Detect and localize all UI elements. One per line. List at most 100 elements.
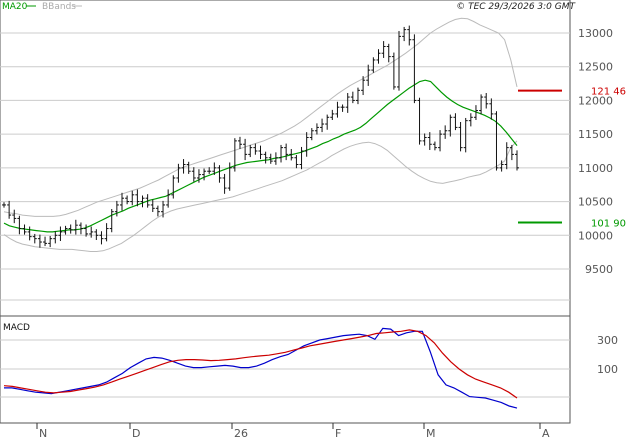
- price-bar: [212, 162, 217, 175]
- price-bar: [73, 219, 78, 235]
- price-bar: [140, 195, 145, 208]
- ma20-layer: [3, 79, 518, 233]
- price-y-tick-label: 12500: [578, 61, 613, 74]
- price-bar: [479, 94, 484, 115]
- price-bar: [155, 205, 160, 217]
- price-bar: [58, 226, 63, 242]
- price-bar: [202, 168, 207, 181]
- bollinger-bands: [3, 17, 518, 252]
- price-bar: [78, 222, 83, 235]
- price-bar: [314, 123, 319, 135]
- price-bar: [371, 57, 376, 73]
- price-bar: [99, 231, 104, 245]
- price-bar: [109, 208, 114, 233]
- price-bar: [94, 229, 99, 241]
- price-bar: [458, 122, 463, 152]
- price-bar: [232, 138, 237, 172]
- price-bar: [119, 192, 124, 211]
- levels-layer: 121 46 101 90: [518, 87, 626, 229]
- price-bar: [325, 114, 330, 130]
- price-y-tick-label: 9500: [585, 263, 613, 276]
- macd-y-axis: 100 300: [597, 334, 618, 376]
- price-bar: [22, 224, 27, 235]
- bband-lower-line: [3, 140, 518, 252]
- price-bar: [473, 105, 478, 120]
- price-bar: [284, 143, 289, 161]
- price-bar: [166, 189, 171, 208]
- price-bar: [145, 194, 150, 208]
- x-axis: N D 26 F M A: [36, 423, 550, 440]
- price-bar: [355, 87, 360, 105]
- price-panel: 950010000105001100011500120001250013000 …: [0, 0, 626, 317]
- price-bar: [243, 138, 248, 161]
- price-bar: [509, 144, 514, 161]
- price-bar: [330, 109, 335, 120]
- x-tick-label: N: [39, 427, 47, 440]
- price-bar: [432, 141, 437, 151]
- ticker-label: © TEC 29/3/2026 3:0 GMT: [456, 2, 576, 12]
- x-tick-label: 26: [234, 427, 248, 440]
- price-bar: [248, 144, 253, 158]
- resistance-level-label: 121 46: [591, 87, 626, 98]
- price-bar: [89, 226, 94, 238]
- price-bar: [361, 76, 366, 96]
- price-bar: [84, 224, 89, 237]
- price-bar: [171, 175, 176, 199]
- price-bar: [191, 167, 196, 182]
- legend-bbands: BBands: [42, 2, 76, 12]
- price-bar: [7, 200, 12, 219]
- price-y-tick-label: 12000: [578, 94, 613, 107]
- price-bar: [499, 160, 504, 172]
- price-bar: [150, 199, 155, 213]
- price-bar: [484, 93, 489, 109]
- price-panel-frame: [0, 0, 571, 317]
- price-bar: [176, 163, 181, 183]
- price-bar: [438, 130, 443, 152]
- price-y-tick-label: 11500: [578, 128, 613, 141]
- price-bar: [181, 159, 186, 174]
- price-bar: [217, 165, 222, 183]
- price-bar: [27, 226, 32, 241]
- x-tick-label: F: [335, 427, 341, 440]
- price-bar: [104, 223, 109, 242]
- x-tick-label: D: [132, 427, 140, 440]
- price-bar: [114, 200, 119, 217]
- ma20-line: [3, 79, 518, 233]
- price-bar: [412, 34, 417, 104]
- price-bar: [376, 49, 381, 64]
- price-bar: [350, 91, 355, 104]
- price-bar: [309, 128, 314, 141]
- price-bar: [381, 41, 386, 58]
- price-bar: [135, 189, 140, 207]
- price-bar: [515, 150, 519, 171]
- price-y-tick-label: 10500: [578, 196, 613, 209]
- price-bar: [263, 151, 268, 164]
- price-bar: [273, 152, 278, 165]
- price-y-tick-label: 11000: [578, 162, 613, 175]
- price-bar: [279, 144, 284, 163]
- macd-lines: [3, 327, 518, 409]
- price-bar: [48, 235, 53, 248]
- price-bar: [258, 145, 263, 160]
- price-bar: [227, 162, 232, 191]
- bband-upper-line: [3, 17, 518, 217]
- candles-layer: [2, 25, 519, 248]
- price-bar: [186, 161, 191, 174]
- price-bar: [386, 43, 391, 63]
- price-bar: [304, 132, 309, 157]
- price-bar: [453, 113, 458, 131]
- price-bar: [489, 98, 494, 120]
- price-bar: [320, 118, 325, 133]
- macd-title: MACD: [3, 323, 30, 333]
- price-bar: [196, 169, 201, 183]
- macd-signal-line: [3, 329, 518, 399]
- price-bar: [294, 155, 299, 169]
- price-grid: [0, 32, 570, 301]
- price-bar: [68, 224, 73, 234]
- price-bar: [130, 190, 135, 206]
- price-bar: [2, 202, 6, 208]
- price-bar: [407, 25, 412, 46]
- macd-y-tick-label: 100: [597, 363, 618, 376]
- support-level-label: 101 90: [591, 218, 626, 229]
- x-tick-label: M: [426, 427, 436, 440]
